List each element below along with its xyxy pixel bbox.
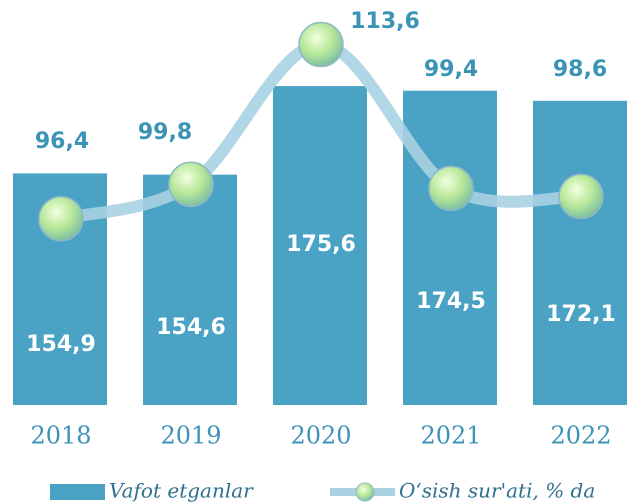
line-value-label: 113,6: [350, 9, 420, 34]
x-tick-label: 2021: [420, 422, 481, 450]
bar-value-label: 175,6: [286, 232, 356, 257]
legend-label: Vafot etganlar: [109, 479, 254, 503]
x-tick-label: 2018: [30, 422, 91, 450]
line-value-label: 99,8: [138, 120, 192, 145]
line-marker: [38, 195, 84, 242]
line-marker: [298, 21, 344, 68]
line-marker: [558, 173, 604, 220]
bar-value-label: 174,5: [416, 289, 486, 314]
x-tick-label: 2022: [550, 422, 611, 450]
bar: [533, 100, 627, 405]
legend-label: O‘sish sur'ati, % da: [399, 479, 595, 503]
line-marker: [168, 161, 214, 208]
line-value-label: 98,6: [553, 57, 607, 82]
bar: [143, 174, 237, 405]
x-tick-label: 2019: [160, 422, 221, 450]
legend-marker: [355, 482, 375, 502]
bar-value-label: 154,6: [156, 315, 226, 340]
bar-value-label: 172,1: [546, 302, 616, 327]
legend-swatch: [50, 484, 105, 500]
line-value-label: 96,4: [35, 129, 89, 154]
line-value-label: 99,4: [424, 57, 478, 82]
bar-value-label: 154,9: [26, 332, 96, 357]
bar: [273, 86, 367, 405]
bar: [403, 90, 497, 405]
x-tick-label: 2020: [290, 422, 351, 450]
line-marker: [428, 165, 474, 212]
